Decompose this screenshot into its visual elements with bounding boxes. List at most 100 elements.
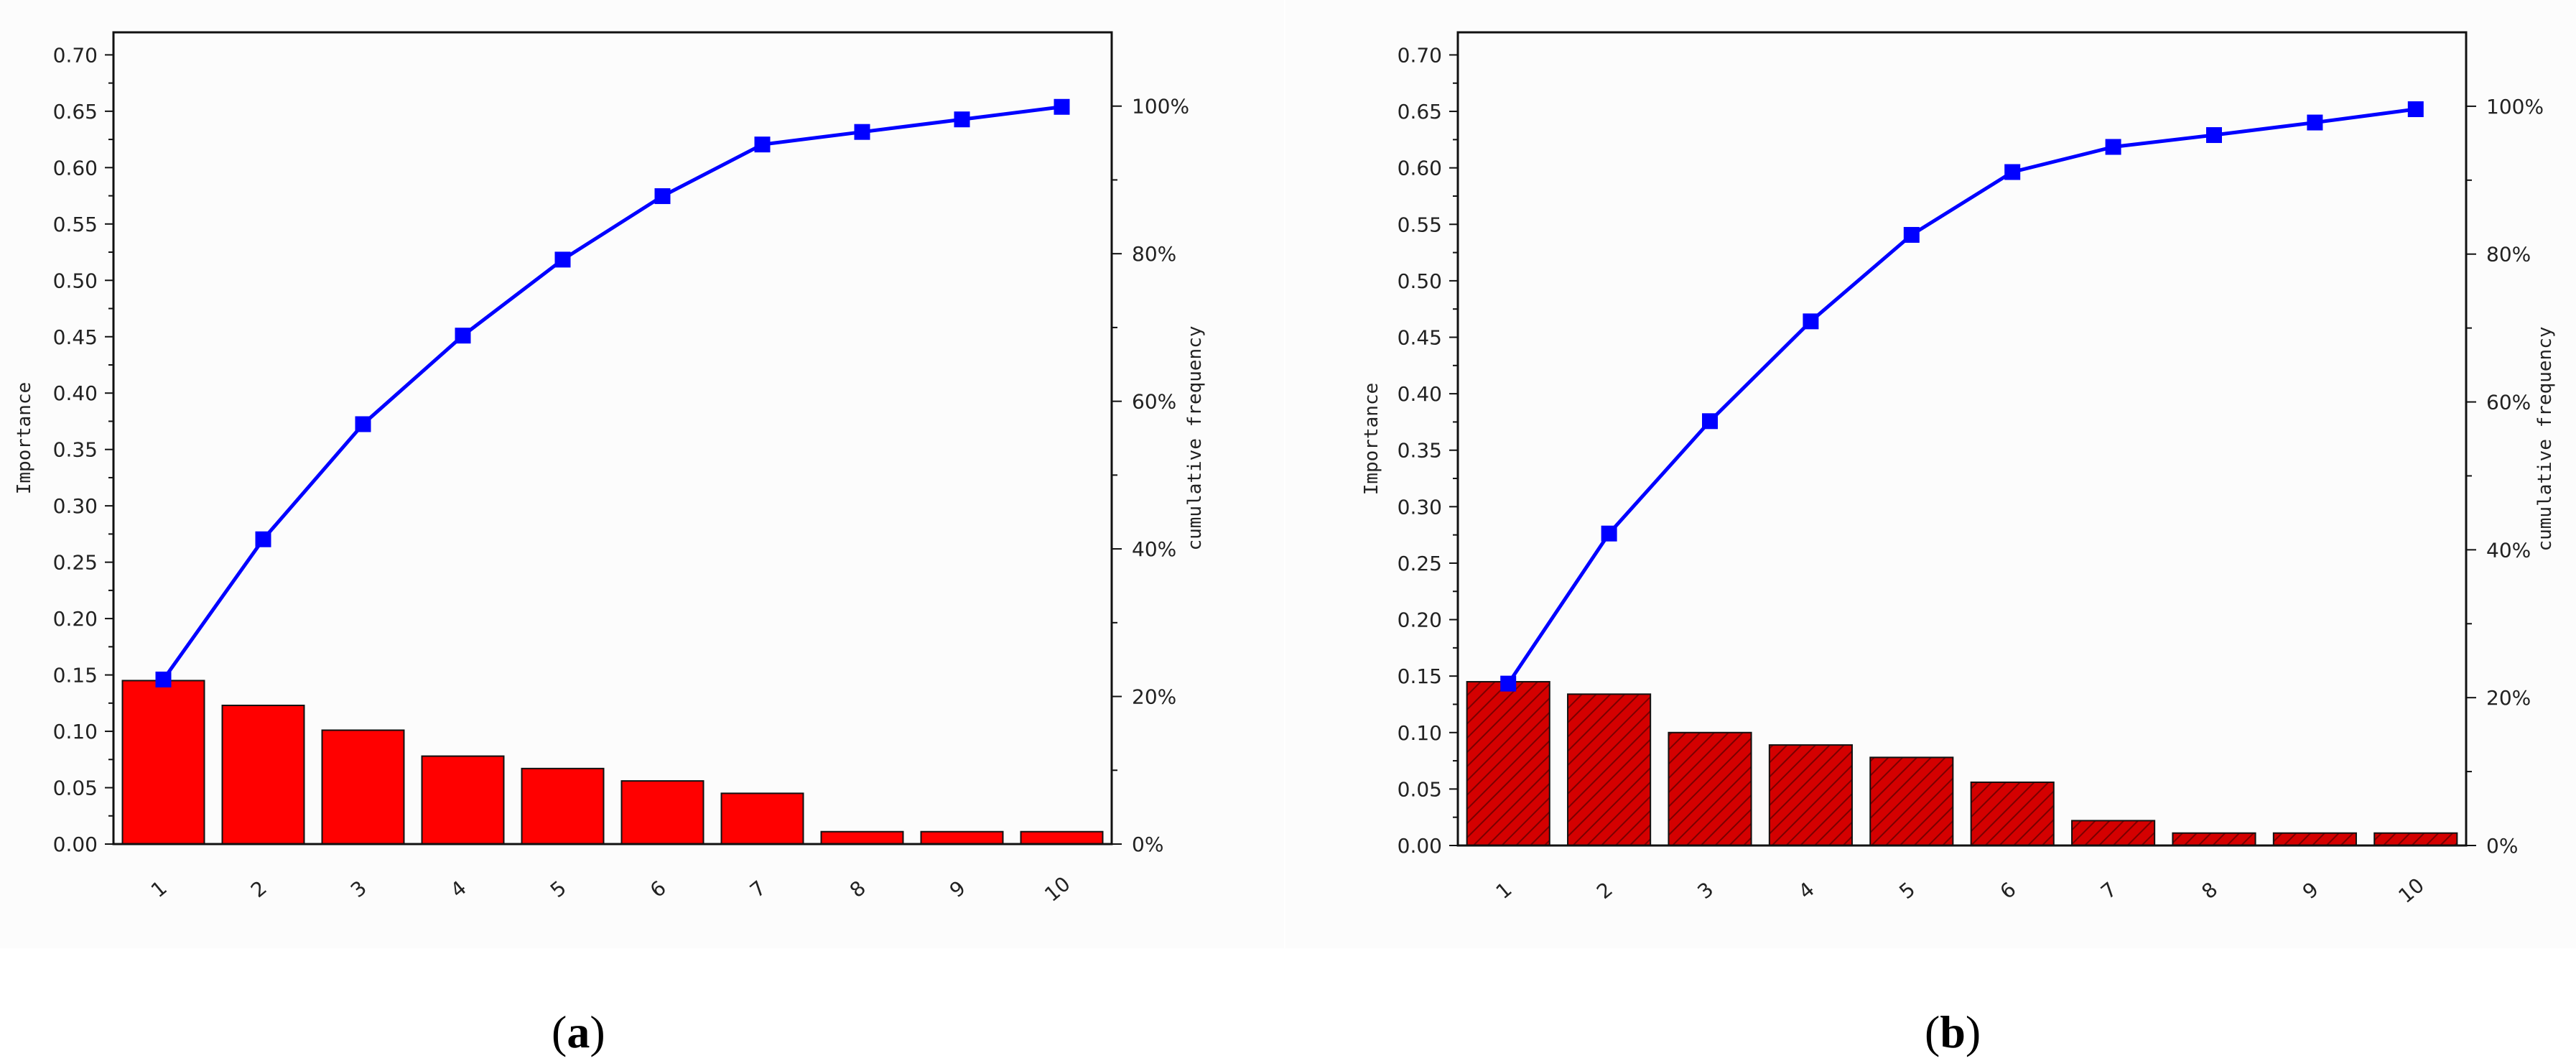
bar-6 (620, 780, 705, 845)
x-tick-label: 5 (546, 876, 571, 902)
x-tick-label: 6 (1996, 877, 2021, 904)
y-tick-label: 0.60 (53, 156, 98, 180)
caption-b-letter: b (1940, 1006, 1966, 1057)
x-tick-label: 7 (2096, 877, 2121, 904)
x-tick-label: 10 (1040, 872, 1075, 907)
x-tick-label: 1 (1492, 877, 1517, 904)
bar-8 (820, 830, 904, 845)
cumulative-point-4 (1803, 313, 1819, 330)
y-tick-label: 0.25 (1398, 552, 1442, 575)
y2-tick-label: 100% (1132, 95, 1189, 119)
chart-panel-a: 0.00 0.05 0.10 0.15 0.20 0.25 0.30 0.35 0.40 0.45… (14, 31, 1206, 907)
bar-9 (920, 830, 1004, 845)
bar-1 (121, 680, 205, 845)
bar-10 (1020, 830, 1104, 845)
y-tick-label: 0.65 (53, 100, 98, 124)
y-tick-label: 0.25 (53, 551, 98, 575)
y-axis-title: Importance (1361, 383, 1382, 496)
y-tick-label: 0.10 (1398, 721, 1442, 745)
y-tick-label: 0.45 (1398, 326, 1442, 350)
y2-tick-label: 40% (2486, 538, 2531, 562)
y-tick-label: 0.40 (53, 381, 98, 405)
cumulative-point-8 (854, 124, 870, 140)
cumulative-point-10 (2407, 101, 2424, 118)
bar-2 (1567, 693, 1652, 846)
y-tick-label: 0.45 (53, 325, 98, 349)
cumulative-point-5 (1903, 226, 1920, 243)
x-tick-label: 2 (1592, 877, 1617, 904)
y-tick-label: 0.30 (53, 494, 98, 518)
cumulative-point-6 (2004, 164, 2021, 180)
cumulative-point-5 (554, 251, 571, 268)
y-tick-label: 0.50 (53, 269, 98, 292)
y2-axis-title: cumulative frequency (2534, 326, 2556, 551)
y2-axis-title: cumulative frequency (1184, 325, 1206, 550)
cumulative-point-2 (255, 531, 271, 547)
y-tick-label: 0.20 (53, 607, 98, 631)
y-axis-title: Importance (14, 382, 35, 495)
y-tick-label: 0.35 (53, 438, 98, 462)
cumulative-point-7 (754, 136, 771, 153)
y2-tick-label: 0% (2486, 834, 2518, 858)
bar-3 (321, 729, 405, 845)
y2-tick-label: 100% (2486, 95, 2544, 119)
x-tick-label: 1 (147, 876, 172, 902)
x-tick-label: 4 (446, 876, 471, 902)
bar-4 (1768, 744, 1853, 847)
bar-3 (1668, 731, 1752, 846)
y-tick-label: 0.55 (1398, 213, 1442, 236)
y2-tick-label: 20% (1132, 685, 1176, 709)
bar-6 (1970, 781, 2055, 847)
y2-tick-label: 0% (1132, 833, 1163, 856)
cumulative-point-2 (1601, 525, 1617, 542)
y-tick-label: 0.65 (1398, 100, 1442, 124)
cumulative-point-10 (1054, 98, 1070, 115)
bar-7 (720, 792, 804, 845)
y2-tick-label: 40% (1132, 537, 1176, 561)
x-tick-label: 8 (2197, 877, 2222, 904)
cumulative-point-1 (155, 671, 172, 687)
y-tick-label: 0.20 (1398, 608, 1442, 632)
y-tick-label: 0.55 (53, 213, 98, 236)
bar-4 (421, 755, 505, 845)
y-tick-label: 0.00 (1398, 834, 1442, 858)
bar-9 (2272, 832, 2357, 847)
bar-5 (1869, 756, 1954, 847)
caption-a-letter: a (567, 1006, 590, 1057)
y2-tick-label: 80% (1132, 242, 1176, 266)
y-tick-label: 0.70 (53, 43, 98, 67)
cumulative-point-8 (2206, 127, 2222, 144)
x-tick-label: 5 (1894, 877, 1920, 904)
y-tick-label: 0.35 (1398, 439, 1442, 463)
x-tick-label: 4 (1794, 877, 1819, 904)
x-tick-label: 3 (1693, 877, 1718, 904)
y-tick-label: 0.15 (1398, 664, 1442, 688)
bar-5 (521, 767, 605, 845)
bar-10 (2373, 832, 2458, 847)
cumulative-point-1 (1500, 675, 1517, 692)
cumulative-point-9 (954, 111, 970, 128)
y-tick-label: 0.40 (1398, 382, 1442, 406)
y-tick-label: 0.50 (1398, 269, 1442, 293)
bar-2 (221, 704, 305, 845)
cumulative-line (162, 105, 1062, 681)
x-tick-label: 2 (246, 876, 271, 902)
x-tick-label: 9 (2298, 877, 2323, 904)
bar-7 (2071, 820, 2156, 847)
caption-a: (a) (552, 1006, 605, 1057)
y-tick-label: 0.60 (1398, 157, 1442, 180)
cumulative-point-7 (2105, 139, 2121, 155)
cumulative-point-3 (1702, 413, 1718, 430)
chart-panel-b: 0.00 0.05 0.10 0.15 0.20 0.25 0.30 0.35 0.40 0.45… (1361, 31, 2556, 908)
y-tick-label: 0.05 (53, 777, 98, 800)
x-tick-label: 10 (2394, 874, 2429, 908)
cumulative-point-4 (455, 328, 471, 344)
y2-tick-label: 80% (2486, 243, 2531, 267)
x-tick-label: 6 (646, 876, 671, 902)
y2-tick-label: 60% (1132, 390, 1176, 414)
y-tick-label: 0.00 (53, 833, 98, 856)
y2-tick-label: 60% (2486, 391, 2531, 414)
y-tick-label: 0.10 (53, 720, 98, 743)
x-tick-label: 9 (945, 876, 970, 902)
